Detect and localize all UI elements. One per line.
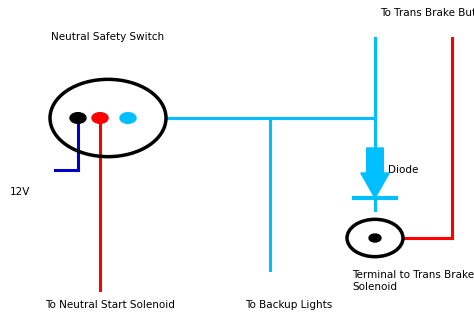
Circle shape (70, 113, 86, 123)
Text: To Trans Brake Button: To Trans Brake Button (380, 8, 474, 18)
Text: To Backup Lights: To Backup Lights (245, 300, 332, 310)
Text: Terminal to Trans Brake
Solenoid: Terminal to Trans Brake Solenoid (352, 270, 474, 292)
Text: 12V: 12V (10, 187, 30, 197)
Text: Neutral Safety Switch: Neutral Safety Switch (52, 32, 164, 42)
Circle shape (120, 113, 136, 123)
Circle shape (369, 234, 381, 242)
Text: To Neutral Start Solenoid: To Neutral Start Solenoid (45, 300, 175, 310)
Text: Diode: Diode (388, 165, 419, 175)
Circle shape (92, 113, 108, 123)
FancyArrow shape (361, 148, 389, 198)
